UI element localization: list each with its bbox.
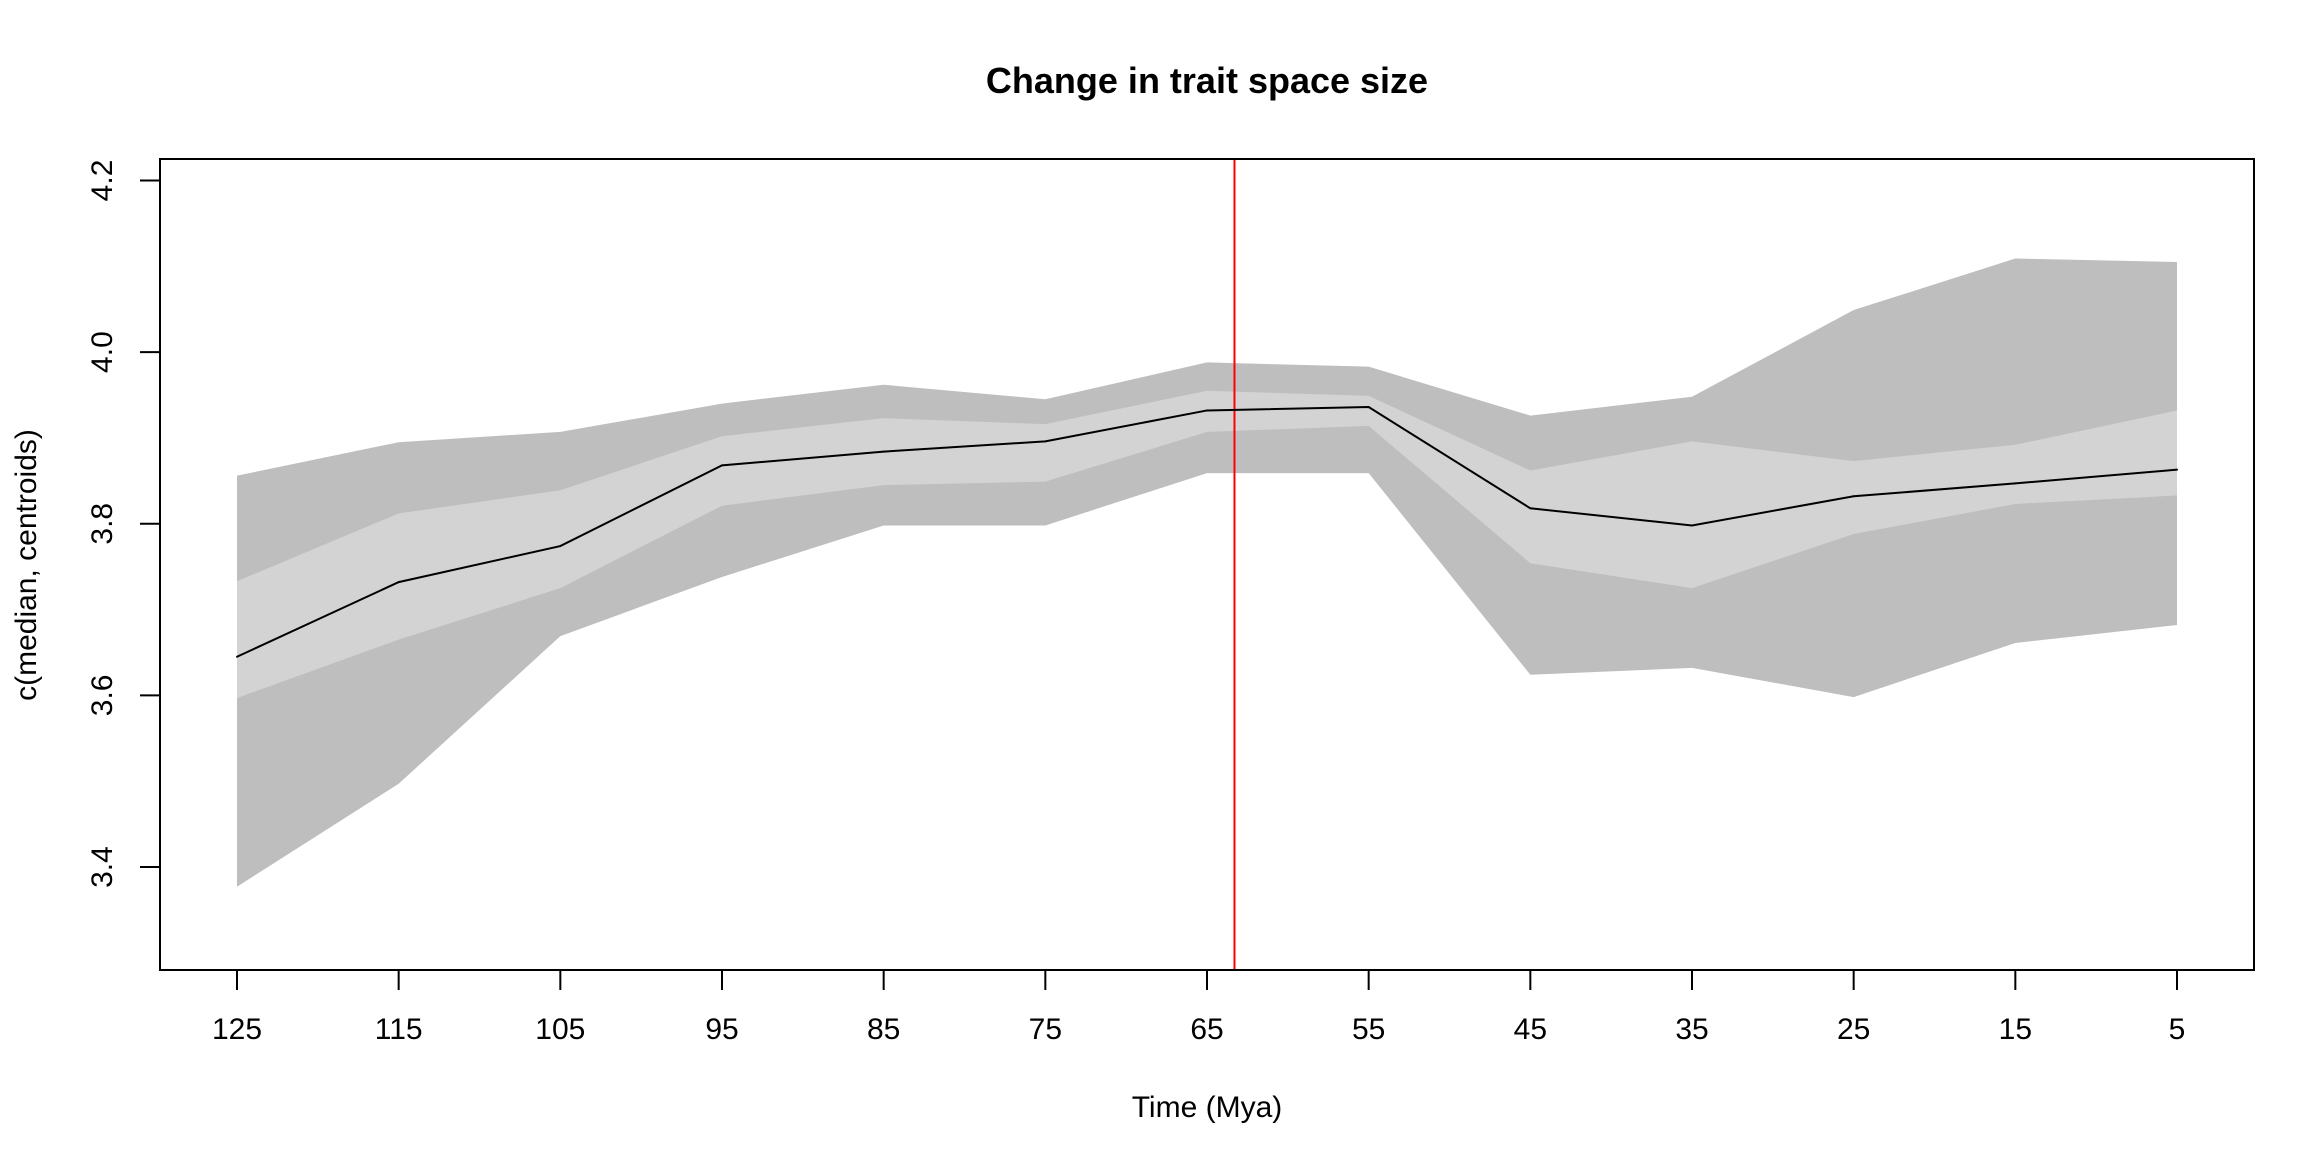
data-point — [397, 581, 400, 584]
x-tick-label: 115 — [375, 1013, 423, 1046]
x-axis: 125 115 105 95 85 75 65 55 45 35 25 15 5 — [212, 969, 2186, 1046]
x-tick-label: 105 — [535, 1013, 585, 1046]
x-tick-label: 55 — [1352, 1013, 1385, 1046]
band-outer — [237, 258, 2177, 887]
y-tick-label: 4.0 — [86, 331, 119, 373]
data-point — [721, 464, 723, 467]
data-point — [1206, 409, 1208, 412]
x-tick-label: 15 — [1999, 1013, 2032, 1046]
x-tick-label: 125 — [212, 1013, 262, 1046]
x-tick-label: 25 — [1837, 1013, 1870, 1046]
data-point — [1691, 524, 1693, 527]
y-axis-label: c(median, centroids) — [10, 429, 43, 701]
x-axis-label: Time (Mya) — [1132, 1091, 1283, 1124]
chart-title: Change in trait space size — [986, 60, 1428, 101]
y-tick-label: 3.4 — [86, 846, 119, 888]
x-tick-label: 95 — [705, 1013, 738, 1046]
data-point — [1852, 495, 1855, 498]
data-point — [559, 545, 562, 548]
x-tick-label: 85 — [867, 1013, 900, 1046]
data-point — [2176, 468, 2178, 471]
series-group — [236, 406, 2178, 658]
data-point — [1529, 507, 1532, 510]
y-tick-label: 4.2 — [86, 160, 119, 202]
data-point — [236, 655, 238, 658]
confidence-bands — [237, 258, 2177, 887]
data-point — [882, 450, 885, 453]
y-axis: 3.4 3.6 3.8 4.0 4.2 — [86, 160, 161, 888]
x-tick-label: 5 — [2169, 1013, 2186, 1046]
x-tick-label: 65 — [1190, 1013, 1223, 1046]
y-tick-label: 3.8 — [86, 503, 119, 545]
band-inner — [237, 390, 2177, 698]
data-point — [1044, 440, 1047, 443]
x-tick-label: 35 — [1675, 1013, 1708, 1046]
data-point — [1367, 406, 1370, 409]
x-tick-label: 45 — [1514, 1013, 1547, 1046]
x-tick-label: 75 — [1029, 1013, 1062, 1046]
y-tick-label: 3.6 — [86, 675, 119, 717]
data-point — [2014, 482, 2017, 485]
